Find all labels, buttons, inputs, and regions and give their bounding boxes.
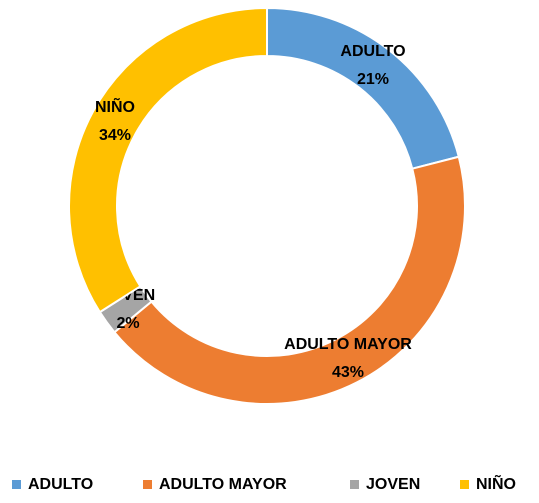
legend-label: NIÑO [476,473,516,493]
legend-swatch [350,480,359,489]
donut-slice [113,155,466,405]
donut-slice [266,6,460,170]
legend-swatch [143,480,152,489]
data-label-value: 43% [332,364,364,381]
donut-slice [68,6,268,314]
data-label-category: NIÑO [95,96,135,116]
data-label-value: 34% [99,127,131,144]
data-label-value: 21% [357,71,389,88]
data-label-category: ADULTO [340,43,405,60]
legend-swatch [460,480,469,489]
data-label-value: 2% [116,315,139,332]
legend-label: ADULTO MAYOR [159,476,287,493]
legend-label: ADULTO [28,476,93,493]
legend-label: JOVEN [366,476,420,493]
data-label-category: ADULTO MAYOR [284,336,412,353]
legend-swatch [12,480,21,489]
